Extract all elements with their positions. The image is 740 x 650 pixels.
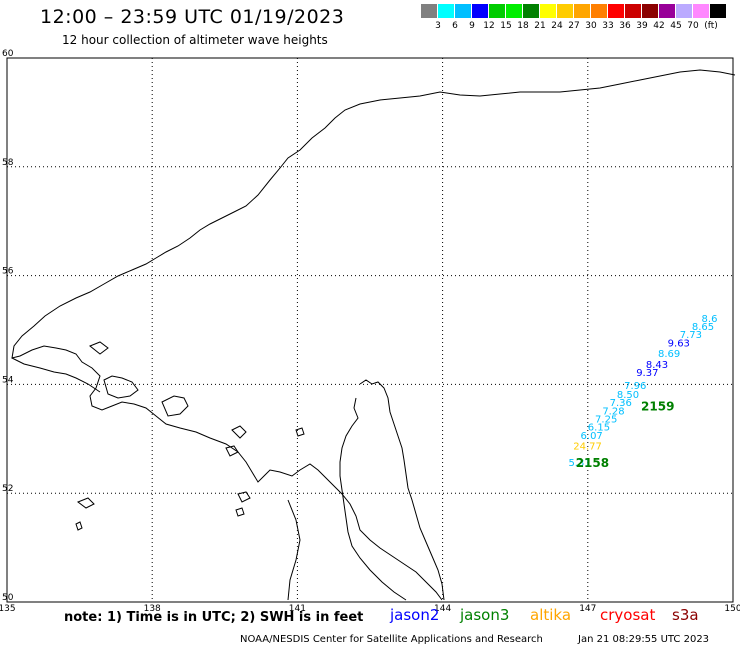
coastline-island-c <box>225 445 239 457</box>
color-label: 36 <box>619 21 631 31</box>
color-swatch <box>421 4 437 18</box>
color-label: 33 <box>602 21 614 31</box>
color-label: 21 <box>534 21 546 31</box>
satellite-jason2: jason2 <box>390 606 440 624</box>
coastline-island-g <box>235 507 245 517</box>
coastline-island-h <box>75 521 83 531</box>
color-swatch <box>591 4 607 18</box>
lat-tick-label: 54 <box>2 375 14 385</box>
color-label: 12 <box>483 21 495 31</box>
lat-tick-label: 56 <box>2 267 14 277</box>
color-label: 15 <box>500 21 512 31</box>
legend-note: note: 1) Time is in UTC; 2) SWH is in fe… <box>64 610 364 625</box>
color-swatch <box>642 4 658 18</box>
color-label: 27 <box>568 21 580 31</box>
color-label: 24 <box>551 21 563 31</box>
color-label: 30 <box>585 21 597 31</box>
satellite-altika: altika <box>530 606 572 624</box>
color-unit: (ft) <box>704 21 718 31</box>
color-label: 45 <box>670 21 682 31</box>
wave-height-label: 7.73 <box>680 330 702 341</box>
coastline-island-f <box>76 497 95 509</box>
wave-height-label: 9.37 <box>636 368 658 379</box>
color-swatch <box>438 4 454 18</box>
coastline-mainland <box>11 69 736 601</box>
coastline-sakhalin <box>359 379 445 601</box>
map-grid: 135 138 141 144 147 150 60 58 56 54 52 50 <box>0 49 740 614</box>
lon-tick-label: 141 <box>289 604 306 614</box>
map-frame <box>6 57 734 603</box>
coastline-inner <box>339 397 407 601</box>
wave-height-label: 8.43 <box>646 360 668 371</box>
coastline <box>11 69 736 601</box>
color-swatch <box>557 4 573 18</box>
lat-tick-label: 60 <box>2 49 14 59</box>
footer-timestamp: Jan 21 08:29:55 UTC 2023 <box>578 634 710 645</box>
page-title: 12:00 – 23:59 UTC 01/19/2023 <box>40 6 345 28</box>
coastline-river <box>287 499 301 601</box>
wave-height-label: 6.15 <box>588 423 610 434</box>
pass-number-label: 2159 <box>641 400 674 414</box>
color-label: 70 <box>687 21 699 31</box>
color-swatch <box>625 4 641 18</box>
wave-height-label: 7.25 <box>595 414 617 425</box>
color-swatch <box>659 4 675 18</box>
wave-height-label: 7.96 <box>624 381 646 392</box>
color-swatch <box>693 4 709 18</box>
lon-tick-label: 135 <box>0 604 16 614</box>
lon-tick-label: 138 <box>144 604 161 614</box>
observation-labels: 5.31 24.776.076.157.257.287.368.507.96 9.3… <box>568 314 717 469</box>
lat-tick-label: 58 <box>2 158 14 168</box>
coastline-island-d <box>295 427 305 437</box>
wave-height-label: 8.65 <box>692 322 714 333</box>
color-label: 18 <box>517 21 529 31</box>
lon-tick-label: 147 <box>579 604 596 614</box>
lon-tick-label: 144 <box>434 604 451 614</box>
color-swatch <box>489 4 505 18</box>
wave-height-label: 7.28 <box>602 406 624 417</box>
coastline-island-i <box>89 341 109 355</box>
color-swatch <box>608 4 624 18</box>
wave-height-label: 7.36 <box>610 398 632 409</box>
wave-height-label: 8.6 <box>702 314 718 325</box>
page-subtitle: 12 hour collection of altimeter wave hei… <box>62 33 328 47</box>
satellite-jason3: jason3 <box>460 606 510 624</box>
color-swatch <box>676 4 692 18</box>
wave-height-label: 24.77 <box>573 442 602 453</box>
color-swatch <box>523 4 539 18</box>
color-swatch <box>455 4 471 18</box>
color-label: 6 <box>452 21 458 31</box>
coastline-island-a <box>161 395 189 417</box>
color-label: 9 <box>469 21 475 31</box>
color-swatch <box>506 4 522 18</box>
coastline-bay <box>11 357 101 393</box>
coastline-island-b <box>231 425 247 439</box>
lat-tick-label: 52 <box>2 484 13 494</box>
color-label: 3 <box>435 21 441 31</box>
color-label: 42 <box>653 21 665 31</box>
color-swatch <box>574 4 590 18</box>
lon-tick-label: 150 <box>724 604 740 614</box>
color-swatch <box>710 4 726 18</box>
pass-labels: 2158 2159 <box>576 400 675 471</box>
wave-height-label: 6.07 <box>581 431 603 442</box>
wave-height-label: 8.69 <box>658 349 680 360</box>
satellite-s3a: s3a <box>672 606 699 624</box>
color-swatch <box>540 4 556 18</box>
wave-height-label: 8.50 <box>617 390 639 401</box>
footer-credit: NOAA/NESDIS Center for Satellite Applica… <box>240 634 543 645</box>
lat-tick-label: 50 <box>2 593 14 603</box>
coastline-shantar <box>103 375 139 399</box>
color-label: 39 <box>636 21 648 31</box>
wave-height-label: 5.31 <box>568 458 590 469</box>
color-swatch <box>472 4 488 18</box>
coastline-island-e <box>237 491 251 503</box>
wave-height-label: 9.63 <box>668 338 690 349</box>
pass-number-label: 2158 <box>576 456 609 470</box>
satellite-cryosat: cryosat <box>600 606 656 624</box>
